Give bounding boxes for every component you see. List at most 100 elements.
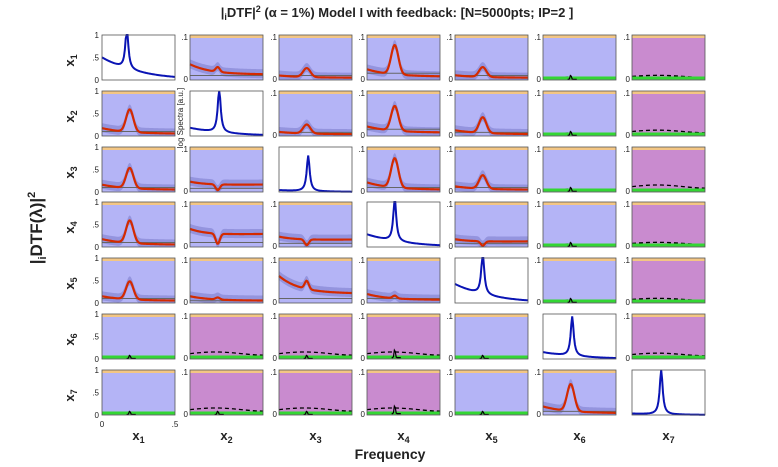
panel-x3-x4: .1 0 [358,145,441,196]
y-tick-label: .1 [270,312,277,321]
y-tick-label: 0 [626,75,631,84]
panel-top-band [102,202,175,205]
y-tick-label: .1 [446,312,453,321]
row-label-x5: x5 [62,277,79,289]
panel-background [632,91,705,136]
panel-frame [631,369,706,416]
panel-top-band [543,202,616,205]
panel-top-band [102,147,175,150]
threshold-line [631,74,706,79]
col-label-x7: x7 [662,428,674,445]
panel-frame [189,369,264,416]
y-tick-label: 0 [626,131,631,140]
panel-frame [189,34,264,81]
dtf-line [366,43,441,78]
panel-x2-x5: .1 0 [446,89,529,140]
panel-background [632,258,705,303]
y-tick-label: 0 [184,298,189,307]
panel-frame [454,146,529,193]
y-tick-label: 1 [95,366,100,375]
panel-frame [101,34,176,81]
panel-x4-x2: .1 0 [181,200,264,251]
panel-background [543,35,616,80]
y-tick-label: 0 [537,131,542,140]
panel-x7-x2: .1 0 [181,368,264,419]
y-tick-label: .1 [623,256,630,265]
panel-x7-x1: 0.51 [92,366,176,420]
y-tick-label: .5 [92,277,99,286]
panel-top-band [102,258,175,261]
spectrum-line [542,316,617,360]
panel-x1-x2: .1 0 [181,33,264,84]
panel-top-band [543,258,616,261]
y-tick-label: 0 [95,299,100,308]
panel-top-band [102,370,175,373]
panel-x5-x6: .1 0 [534,256,617,307]
y-tick-label: .1 [446,368,453,377]
panel-frame [454,201,529,248]
panel-top-band [632,147,705,150]
panel-x3-x1: 0.51 [92,143,176,197]
row-label-x4: x4 [62,221,79,233]
y-tick-label: .5 [92,221,99,230]
panel-x2-x1: 0.51 [92,87,176,141]
y-tick-label: .5 [92,110,99,119]
y-tick-label: 1 [95,198,100,207]
y-tick-label: 0 [184,75,189,84]
spectrum-line [631,369,706,416]
y-tick-label: .1 [446,145,453,154]
panel-frame [631,313,706,360]
chart-title: |iDTF|2 (α = 1%) Model I with feedback: … [221,4,574,22]
panel-frame [278,257,353,304]
panel-frame [631,146,706,193]
panel-top-band [543,35,616,38]
y-tick-label: 0 [361,131,366,140]
panel-frame [631,34,706,81]
y-tick-label: 0 [626,187,631,196]
panel-top-band [455,314,528,317]
y-tick-label: .5 [92,166,99,175]
y-tick-label: .1 [358,145,365,154]
threshold-line [631,352,706,357]
panel-top-band [632,91,705,94]
dtf-line [366,156,441,191]
y-tick-label: .1 [270,256,277,265]
panel-frame [101,146,176,193]
panel-frame [278,369,353,416]
dtf-line [101,108,176,135]
panel-x3-x7: .1 0 [623,145,706,196]
y-tick-label: 0 [273,242,278,251]
confidence-band [102,215,175,247]
dtf-line [542,382,617,414]
panel-x3-x2: .1 0 [181,145,264,196]
panel-top-band [543,91,616,94]
spectrum-line [101,34,176,78]
y-tick-label: 0 [537,242,542,251]
y-tick-label: 0 [95,188,100,197]
threshold-line [631,297,706,302]
confidence-band [367,100,440,136]
y-tick-label: .1 [358,312,365,321]
panel-background [279,314,352,359]
spectrum-line [278,155,353,193]
panel-background [455,314,528,359]
y-tick-label: .1 [534,89,541,98]
panel-top-band [367,370,440,373]
confidence-band [102,276,175,303]
dtf-line [278,66,353,79]
panel-frame [454,34,529,81]
threshold-line [631,241,706,246]
panel-top-band [367,35,440,38]
panel-top-band [632,314,705,317]
spectrum-line [189,90,264,136]
panel-background [632,147,705,192]
y-tick-label: 0 [184,187,189,196]
panel-frame [278,201,353,248]
y-tick-label: .1 [534,200,541,209]
panel-x7-x7 [631,369,706,416]
panel-x5-x7: .1 0 [623,256,706,307]
y-tick-label: 0 [95,76,100,85]
panel-top-band [279,91,352,94]
col-label-x5: x5 [485,428,497,445]
dtf-line [189,180,264,192]
